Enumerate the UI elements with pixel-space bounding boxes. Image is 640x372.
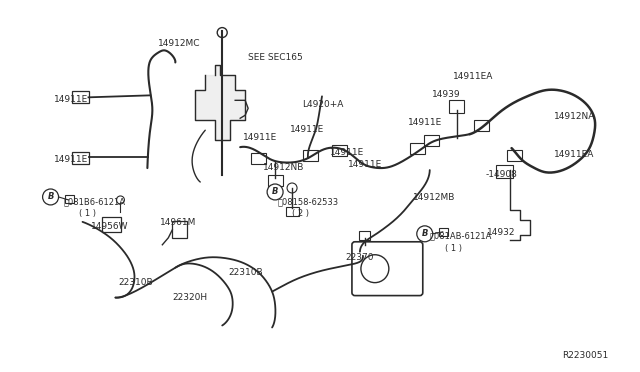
Circle shape xyxy=(116,196,124,204)
Text: 14911E: 14911E xyxy=(243,133,277,142)
Text: Ⓑ08158-62533: Ⓑ08158-62533 xyxy=(278,197,339,206)
Text: 14911E: 14911E xyxy=(290,125,324,134)
FancyBboxPatch shape xyxy=(102,217,121,232)
FancyBboxPatch shape xyxy=(65,195,74,203)
FancyBboxPatch shape xyxy=(360,231,371,240)
Text: Ⓑ081B6-6121A: Ⓑ081B6-6121A xyxy=(63,197,125,206)
FancyBboxPatch shape xyxy=(496,164,513,177)
FancyBboxPatch shape xyxy=(449,100,464,113)
Text: B: B xyxy=(47,192,54,202)
FancyBboxPatch shape xyxy=(332,145,348,155)
Text: 22310B: 22310B xyxy=(118,278,153,287)
Text: 14956W: 14956W xyxy=(90,222,128,231)
Text: 14912MC: 14912MC xyxy=(158,39,201,48)
Text: 14932: 14932 xyxy=(486,228,515,237)
Text: SEE SEC165: SEE SEC165 xyxy=(248,52,303,61)
Text: 14912NB: 14912NB xyxy=(263,163,305,172)
FancyBboxPatch shape xyxy=(72,152,89,164)
Text: 22320H: 22320H xyxy=(172,293,207,302)
FancyBboxPatch shape xyxy=(507,150,522,161)
FancyBboxPatch shape xyxy=(474,120,489,131)
Text: ( 2 ): ( 2 ) xyxy=(292,209,309,218)
Text: B: B xyxy=(272,187,278,196)
Text: 14911E: 14911E xyxy=(408,118,442,127)
Text: -14908: -14908 xyxy=(486,170,518,179)
Text: 14911EA: 14911EA xyxy=(554,150,594,159)
FancyBboxPatch shape xyxy=(303,150,317,161)
FancyBboxPatch shape xyxy=(440,228,448,236)
Circle shape xyxy=(417,226,433,242)
FancyBboxPatch shape xyxy=(172,221,187,238)
FancyBboxPatch shape xyxy=(410,143,425,154)
Text: ( 1 ): ( 1 ) xyxy=(79,209,95,218)
Text: 14911EA: 14911EA xyxy=(452,73,493,81)
FancyBboxPatch shape xyxy=(268,174,283,186)
FancyBboxPatch shape xyxy=(72,91,89,103)
Text: 22310B: 22310B xyxy=(228,268,263,277)
Text: 22370: 22370 xyxy=(345,253,374,262)
Circle shape xyxy=(43,189,59,205)
Text: Ⓑ081AB-6121A: Ⓑ081AB-6121A xyxy=(430,232,492,241)
FancyBboxPatch shape xyxy=(352,242,423,296)
Text: R2230051: R2230051 xyxy=(563,352,609,360)
Text: 14911E: 14911E xyxy=(54,155,88,164)
Circle shape xyxy=(217,28,227,38)
Text: B: B xyxy=(422,229,428,238)
Text: 14961M: 14961M xyxy=(161,218,196,227)
FancyBboxPatch shape xyxy=(285,208,298,217)
Circle shape xyxy=(361,255,389,283)
Text: 14911E: 14911E xyxy=(54,95,88,104)
FancyBboxPatch shape xyxy=(251,153,266,164)
Text: ( 1 ): ( 1 ) xyxy=(445,244,461,253)
FancyBboxPatch shape xyxy=(424,135,439,146)
Text: 14912NA: 14912NA xyxy=(554,112,595,121)
Circle shape xyxy=(287,183,297,193)
Text: 14912MB: 14912MB xyxy=(413,193,455,202)
Text: 14939: 14939 xyxy=(432,90,460,99)
Polygon shape xyxy=(195,65,245,140)
Circle shape xyxy=(267,184,283,200)
Text: 14911E: 14911E xyxy=(348,160,382,169)
Text: L4920+A: L4920+A xyxy=(302,100,344,109)
Text: 14911E: 14911E xyxy=(330,148,364,157)
